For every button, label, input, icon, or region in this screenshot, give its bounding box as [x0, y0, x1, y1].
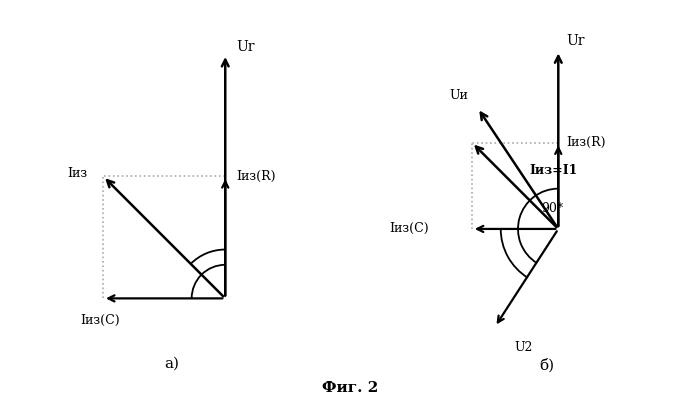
Text: U2: U2	[514, 341, 533, 354]
Text: 90*: 90*	[541, 202, 563, 215]
Text: Ur: Ur	[236, 40, 254, 54]
Text: Iиз(R): Iиз(R)	[236, 170, 275, 183]
Text: Iиз(C): Iиз(C)	[390, 222, 429, 235]
Text: Iиз=I1: Iиз=I1	[529, 164, 578, 177]
Text: Iиз: Iиз	[68, 167, 88, 180]
Text: Iиз(C): Iиз(C)	[80, 314, 120, 327]
Text: а): а)	[164, 356, 179, 370]
Text: Ur: Ur	[566, 34, 585, 48]
Text: Фиг. 2: Фиг. 2	[322, 381, 378, 395]
Text: Iиз(R): Iиз(R)	[566, 136, 606, 149]
Text: Uи: Uи	[449, 89, 468, 102]
Text: б): б)	[539, 358, 554, 372]
